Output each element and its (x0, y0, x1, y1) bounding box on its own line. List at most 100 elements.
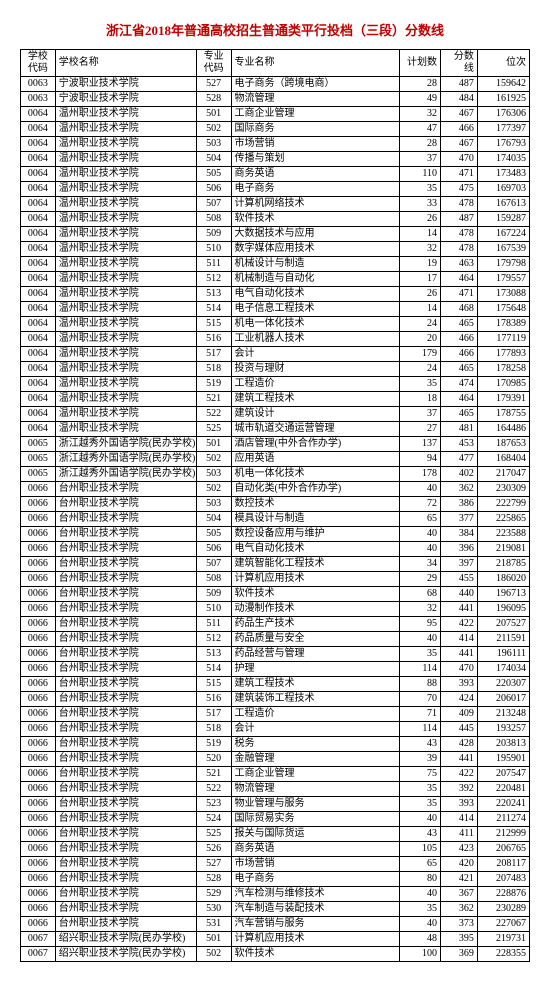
cell-score: 362 (440, 902, 477, 917)
cell-schoolName: 温州职业技术学院 (55, 227, 196, 242)
page: 浙江省2018年普通高校招生普通类平行投档（三段）分数线 学校 代码学校名称专业… (20, 20, 530, 962)
cell-majorCode: 501 (196, 932, 231, 947)
table-row: 0066台州职业技术学院526商务英语105423206765 (21, 842, 530, 857)
cell-schoolName: 台州职业技术学院 (55, 677, 196, 692)
cell-schoolCode: 0066 (21, 767, 56, 782)
cell-score: 367 (440, 887, 477, 902)
cell-majorName: 软件技术 (231, 212, 399, 227)
cell-rank: 174034 (477, 662, 529, 677)
table-row: 0064温州职业技术学院519工程造价35474170985 (21, 377, 530, 392)
cell-score: 487 (440, 212, 477, 227)
cell-score: 478 (440, 242, 477, 257)
cell-plan: 48 (399, 932, 440, 947)
cell-majorName: 电子商务 (231, 872, 399, 887)
cell-plan: 72 (399, 497, 440, 512)
cell-schoolName: 台州职业技术学院 (55, 497, 196, 512)
cell-majorCode: 514 (196, 302, 231, 317)
cell-schoolCode: 0064 (21, 392, 56, 407)
cell-schoolName: 浙江越秀外国语学院(民办学校) (55, 437, 196, 452)
cell-schoolName: 台州职业技术学院 (55, 527, 196, 542)
cell-schoolCode: 0066 (21, 917, 56, 932)
cell-score: 467 (440, 107, 477, 122)
cell-schoolName: 温州职业技术学院 (55, 392, 196, 407)
cell-plan: 110 (399, 167, 440, 182)
cell-schoolCode: 0066 (21, 812, 56, 827)
cell-schoolName: 温州职业技术学院 (55, 377, 196, 392)
cell-schoolName: 台州职业技术学院 (55, 797, 196, 812)
cell-plan: 17 (399, 272, 440, 287)
cell-schoolCode: 0064 (21, 107, 56, 122)
cell-majorCode: 501 (196, 437, 231, 452)
cell-schoolCode: 0064 (21, 122, 56, 137)
cell-schoolCode: 0067 (21, 932, 56, 947)
cell-score: 384 (440, 527, 477, 542)
cell-schoolName: 台州职业技术学院 (55, 482, 196, 497)
cell-rank: 178258 (477, 362, 529, 377)
table-row: 0066台州职业技术学院530汽车制造与装配技术35362230289 (21, 902, 530, 917)
table-row: 0065浙江越秀外国语学院(民办学校)501酒店管理(中外合作办学)137453… (21, 437, 530, 452)
cell-score: 422 (440, 767, 477, 782)
cell-score: 445 (440, 722, 477, 737)
cell-score: 414 (440, 812, 477, 827)
cell-majorName: 建筑工程技术 (231, 392, 399, 407)
table-row: 0066台州职业技术学院529汽车检测与维修技术40367228876 (21, 887, 530, 902)
cell-plan: 80 (399, 872, 440, 887)
table-row: 0066台州职业技术学院508计算机应用技术29455186020 (21, 572, 530, 587)
cell-plan: 94 (399, 452, 440, 467)
cell-rank: 169703 (477, 182, 529, 197)
cell-plan: 49 (399, 92, 440, 107)
cell-schoolName: 台州职业技术学院 (55, 827, 196, 842)
cell-schoolName: 台州职业技术学院 (55, 722, 196, 737)
cell-plan: 20 (399, 332, 440, 347)
cell-score: 424 (440, 692, 477, 707)
cell-schoolName: 温州职业技术学院 (55, 422, 196, 437)
cell-schoolName: 台州职业技术学院 (55, 917, 196, 932)
cell-plan: 27 (399, 422, 440, 437)
cell-plan: 35 (399, 377, 440, 392)
cell-score: 422 (440, 617, 477, 632)
cell-majorName: 会计 (231, 347, 399, 362)
cell-schoolName: 浙江越秀外国语学院(民办学校) (55, 467, 196, 482)
cell-majorName: 药品生产技术 (231, 617, 399, 632)
cell-rank: 217047 (477, 467, 529, 482)
cell-majorCode: 522 (196, 782, 231, 797)
cell-schoolName: 温州职业技术学院 (55, 137, 196, 152)
table-row: 0066台州职业技术学院524国际贸易实务40414211274 (21, 812, 530, 827)
cell-schoolName: 温州职业技术学院 (55, 182, 196, 197)
cell-schoolCode: 0066 (21, 647, 56, 662)
cell-schoolCode: 0064 (21, 287, 56, 302)
cell-score: 470 (440, 152, 477, 167)
cell-majorName: 金融管理 (231, 752, 399, 767)
cell-schoolName: 温州职业技术学院 (55, 257, 196, 272)
cell-rank: 228876 (477, 887, 529, 902)
cell-majorCode: 515 (196, 677, 231, 692)
cell-majorCode: 527 (196, 77, 231, 92)
cell-rank: 220307 (477, 677, 529, 692)
cell-rank: 170985 (477, 377, 529, 392)
cell-score: 464 (440, 272, 477, 287)
cell-schoolCode: 0063 (21, 77, 56, 92)
cell-rank: 167613 (477, 197, 529, 212)
cell-majorCode: 503 (196, 497, 231, 512)
cell-score: 397 (440, 557, 477, 572)
table-row: 0066台州职业技术学院525报关与国际货运43411212999 (21, 827, 530, 842)
cell-score: 464 (440, 392, 477, 407)
cell-schoolCode: 0064 (21, 152, 56, 167)
cell-score: 487 (440, 77, 477, 92)
cell-schoolName: 绍兴职业技术学院(民办学校) (55, 947, 196, 962)
cell-majorCode: 502 (196, 482, 231, 497)
cell-rank: 227067 (477, 917, 529, 932)
cell-rank: 159287 (477, 212, 529, 227)
cell-plan: 47 (399, 122, 440, 137)
table-header: 学校 代码学校名称专业 代码专业名称计划数分数线位次 (21, 50, 530, 77)
cell-schoolCode: 0064 (21, 167, 56, 182)
cell-schoolCode: 0066 (21, 542, 56, 557)
cell-majorCode: 502 (196, 947, 231, 962)
cell-schoolCode: 0065 (21, 437, 56, 452)
cell-schoolCode: 0064 (21, 377, 56, 392)
table-row: 0067绍兴职业技术学院(民办学校)501计算机应用技术48395219731 (21, 932, 530, 947)
cell-schoolName: 温州职业技术学院 (55, 272, 196, 287)
cell-majorCode: 519 (196, 377, 231, 392)
cell-schoolCode: 0066 (21, 677, 56, 692)
cell-schoolName: 温州职业技术学院 (55, 332, 196, 347)
